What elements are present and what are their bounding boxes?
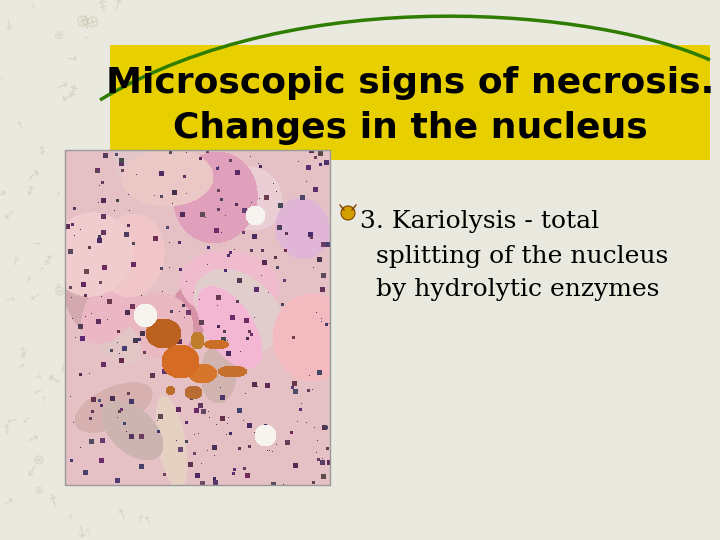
Text: ↙: ↙	[0, 75, 4, 84]
Text: ⊕: ⊕	[83, 11, 102, 32]
Text: ↓: ↓	[1, 18, 15, 33]
Text: ⊕: ⊕	[31, 451, 48, 469]
Text: ⊕: ⊕	[73, 11, 92, 32]
Text: ‡: ‡	[97, 0, 108, 14]
Text: ‡: ‡	[66, 82, 78, 101]
Text: ←: ←	[91, 402, 107, 420]
Text: †: †	[139, 199, 147, 214]
Text: ↙: ↙	[107, 282, 127, 304]
Text: ↙: ↙	[21, 415, 30, 425]
Text: ←: ←	[43, 369, 63, 392]
Text: ⊕: ⊕	[53, 282, 68, 300]
Text: †: †	[2, 422, 9, 435]
Text: ‡: ‡	[81, 14, 91, 30]
Text: ‡: ‡	[147, 285, 156, 296]
Text: ‡: ‡	[24, 184, 35, 199]
Text: ↗: ↗	[101, 274, 119, 293]
Text: ⊕: ⊕	[35, 486, 45, 496]
Circle shape	[341, 206, 355, 220]
Text: ↓: ↓	[73, 522, 90, 540]
Text: ↓: ↓	[57, 363, 68, 374]
Text: ↑: ↑	[80, 221, 89, 231]
Text: ↑: ↑	[143, 514, 156, 527]
Bar	[65, 150, 330, 485]
Text: ↑: ↑	[28, 1, 39, 12]
Text: by hydrolytic enzymes: by hydrolytic enzymes	[376, 278, 660, 301]
Text: ↗: ↗	[25, 165, 41, 185]
Text: ↗: ↗	[2, 294, 15, 308]
Text: →: →	[109, 222, 120, 234]
Text: †: †	[66, 512, 72, 522]
Text: ←: ←	[138, 355, 153, 374]
Text: ←: ←	[122, 46, 137, 62]
Text: ←: ←	[32, 386, 43, 398]
Text: ⊕: ⊕	[53, 28, 66, 43]
Text: ⊕: ⊕	[18, 350, 27, 361]
Text: ↗: ↗	[109, 0, 127, 14]
Text: ↗: ↗	[0, 495, 14, 510]
Text: →: →	[132, 141, 142, 152]
Text: ⊕: ⊕	[86, 207, 102, 224]
Text: ↗: ↗	[37, 265, 46, 275]
Text: ↗: ↗	[96, 414, 104, 424]
Text: →: →	[0, 186, 10, 204]
Text: ←: ←	[58, 87, 76, 107]
Text: 3. Kariolysis - total: 3. Kariolysis - total	[360, 210, 599, 233]
Text: ⊕: ⊕	[73, 265, 94, 288]
Text: †: †	[16, 119, 24, 130]
Text: →: →	[135, 440, 149, 455]
Text: ‡: ‡	[19, 345, 29, 356]
Text: †: †	[48, 494, 59, 510]
Text: splitting of the nucleus: splitting of the nucleus	[376, 245, 668, 268]
Text: →: →	[24, 430, 41, 448]
Text: ⊕: ⊕	[128, 140, 143, 158]
Text: ←: ←	[5, 414, 19, 429]
Text: ⊕: ⊕	[111, 238, 119, 248]
Text: ↗: ↗	[135, 513, 148, 526]
Text: →: →	[76, 172, 84, 181]
Text: ↗: ↗	[53, 190, 62, 200]
Bar	[110, 45, 710, 160]
Text: ‡: ‡	[61, 317, 71, 331]
Text: ↓: ↓	[22, 463, 40, 483]
Text: †: †	[84, 528, 92, 537]
Text: ↓: ↓	[117, 390, 129, 403]
Text: ↑: ↑	[73, 215, 89, 233]
Text: ↙: ↙	[2, 207, 15, 222]
Text: ↗: ↗	[81, 33, 90, 44]
Text: ↙: ↙	[62, 220, 73, 232]
Text: ↙: ↙	[27, 289, 41, 305]
Text: ↑: ↑	[40, 395, 48, 404]
Text: Changes in the nucleus: Changes in the nucleus	[173, 111, 647, 145]
Text: ↑: ↑	[111, 298, 122, 309]
Text: ↑: ↑	[22, 275, 34, 287]
Text: ↗: ↗	[16, 362, 24, 373]
Text: †: †	[12, 255, 19, 266]
Text: →: →	[139, 450, 153, 466]
Text: →: →	[66, 53, 76, 66]
Text: ‡: ‡	[37, 143, 47, 157]
Text: ↓: ↓	[63, 183, 78, 199]
Text: →: →	[55, 78, 71, 95]
Text: ‡: ‡	[41, 252, 53, 267]
Text: ↗: ↗	[106, 47, 117, 58]
Text: ↗: ↗	[54, 282, 61, 291]
Text: →: →	[32, 239, 40, 248]
Text: ↗: ↗	[31, 371, 42, 383]
Text: ←: ←	[65, 202, 74, 213]
Text: ↑: ↑	[114, 505, 130, 522]
Text: Microscopic signs of necrosis.: Microscopic signs of necrosis.	[106, 66, 714, 100]
Text: ↑: ↑	[124, 318, 145, 340]
